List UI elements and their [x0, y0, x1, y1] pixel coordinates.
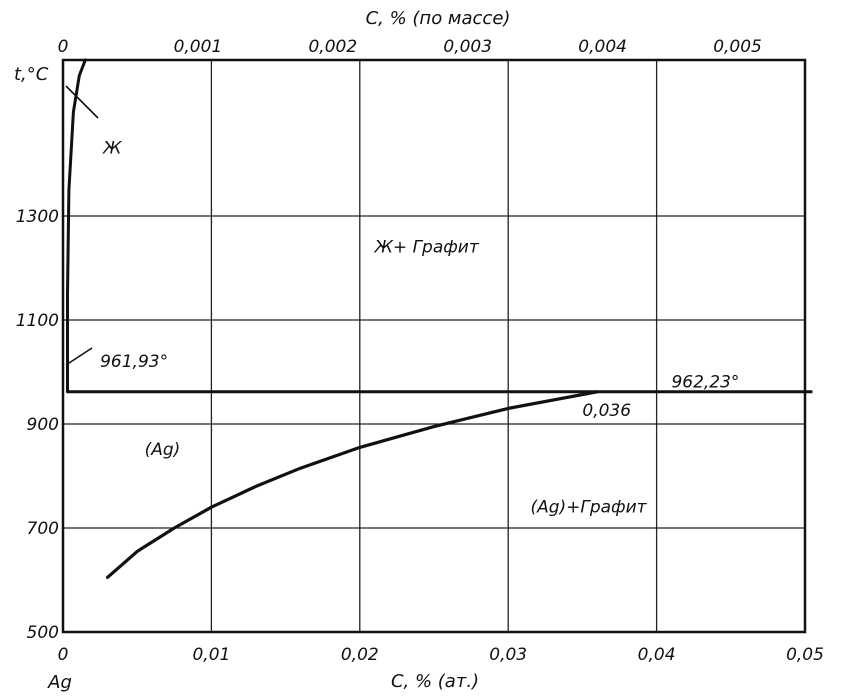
plot-frame	[61, 58, 807, 634]
x-tick-label-top: 0,001	[174, 37, 223, 57]
x-tick-label-top: 0,002	[308, 37, 357, 57]
region-label: (Ag)	[145, 440, 181, 460]
element-label: Ag	[47, 672, 72, 693]
region-label: 0,036	[582, 401, 631, 421]
y-tick-label: 900	[27, 415, 59, 435]
phase-boundaries	[66, 58, 813, 579]
solvus-curve	[105, 390, 599, 579]
y-tick-labels: 1300 1100 900 700 500	[16, 207, 59, 643]
y-axis-title: t,°C	[14, 64, 49, 85]
x-axis-title-bottom: C, % (ат.)	[391, 671, 479, 692]
x-tick-label-bottom: 0,03	[489, 645, 527, 665]
x-tick-label-top: 0,005	[713, 37, 762, 57]
x-tick-label-bottom: 0,01	[192, 645, 230, 665]
top-tick-labels: 0 0,001 0,002 0,003 0,004 0,005	[58, 37, 762, 57]
region-label: (Ag)+Графит	[530, 497, 647, 517]
region-labels: Ж Ж+ Графит 961,93° 962,23° 0,036 (Ag) (Ag)+Гр…	[65, 85, 739, 517]
leader-line-961	[65, 347, 93, 366]
x-tick-label-top: 0,003	[443, 37, 492, 57]
region-label: 962,23°	[671, 373, 739, 393]
x-tick-label-bottom: 0	[58, 645, 69, 665]
region-label: Ж+ Графит	[374, 237, 480, 257]
y-tick-label: 1300	[16, 207, 59, 227]
liquidus-curve	[66, 58, 87, 394]
x-tick-label-bottom: 0,05	[786, 645, 824, 665]
y-tick-label: 1100	[16, 311, 59, 331]
region-label: Ж	[102, 139, 122, 159]
x-tick-label-top: 0	[58, 37, 69, 57]
leader-line-liquid	[65, 85, 99, 119]
x-axis-title-top: C, % (по массе)	[366, 8, 511, 29]
x-tick-label-bottom: 0,02	[341, 645, 379, 665]
grid	[63, 60, 806, 632]
y-tick-label: 700	[27, 519, 59, 539]
x-tick-label-top: 0,004	[578, 37, 627, 57]
x-tick-label-bottom: 0,04	[638, 645, 676, 665]
bottom-tick-labels: 0 0,01 0,02 0,03 0,04 0,05	[58, 645, 824, 665]
y-tick-label: 500	[27, 623, 59, 643]
region-label: 961,93°	[100, 352, 168, 372]
